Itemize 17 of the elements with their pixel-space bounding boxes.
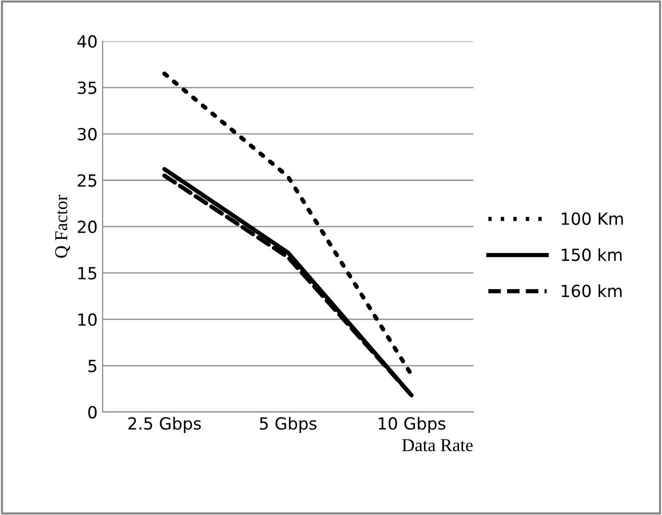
y-tick-label: 30 <box>78 128 97 140</box>
legend-label: 150 km <box>562 248 622 262</box>
legend-label: 160 km <box>562 284 622 298</box>
x-tick-label: 5 Gbps <box>260 416 316 433</box>
y-tick-label: 25 <box>78 174 96 187</box>
y-tick-label: 35 <box>78 82 96 94</box>
x-axis-title: Data Rate <box>402 439 473 452</box>
x-tick-label: 10 Gbps <box>378 416 446 433</box>
y-tick-label: 0 <box>88 406 97 419</box>
y-tick-label: 20 <box>78 220 97 234</box>
y-axis-title: Q Factor <box>55 194 70 258</box>
x-tick-label: 2.5 Gbps <box>128 416 201 433</box>
y-tick-label: 40 <box>77 35 97 48</box>
y-tick-label: 15 <box>78 267 96 280</box>
y-tick-label: 10 <box>78 313 97 326</box>
y-tick-label: 5 <box>88 360 96 372</box>
legend-label: 100 Km <box>562 212 623 225</box>
